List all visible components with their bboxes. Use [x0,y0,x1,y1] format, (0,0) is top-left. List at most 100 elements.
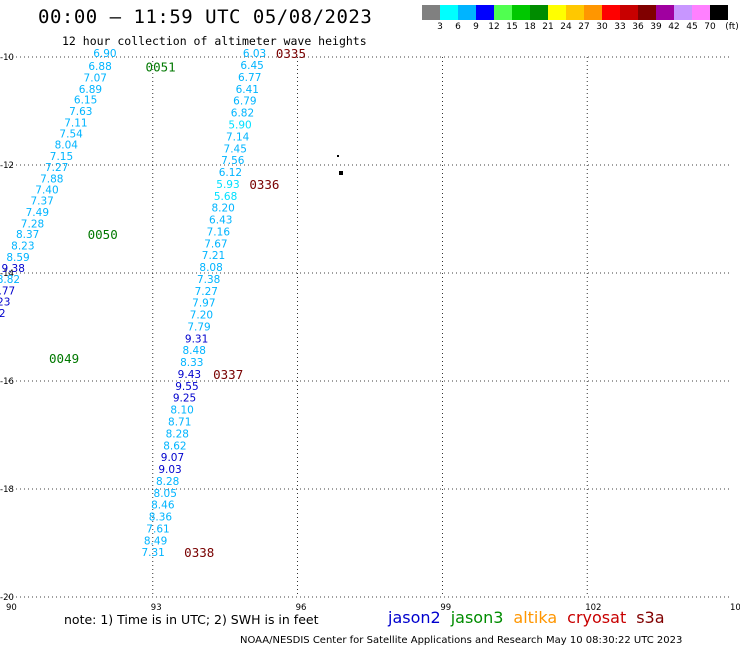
wave-height-label: 7.21 [202,250,225,262]
wave-height-label: 6.12 [219,167,242,179]
wave-height-label: 7.79 [187,321,210,333]
color-scale-label: 36 [632,22,644,32]
pass-time-label: 0338 [184,545,214,560]
wave-height-label: 7.40 [35,184,58,196]
pass-time-label: 0336 [249,177,279,192]
island-mark [339,171,343,175]
color-scale-label: 39 [650,22,662,32]
wave-height-label: 8.36 [149,512,173,524]
wave-height-label: 9.07 [161,452,184,464]
satellite-legend: jason2 jason3 altika cryosat s3a [388,608,675,627]
wave-height-label: 9.03 [158,464,181,476]
color-scale-label: 42 [668,22,680,32]
color-scale-bar [422,5,728,20]
color-swatch [530,5,548,20]
legend-item-s3a: s3a [636,608,665,627]
wave-height-label: 8.82 [0,274,20,286]
wave-height-label: 7.54 [59,129,83,141]
wave-height-label: 8.48 [183,345,206,357]
lon-tick-label: 99 [440,603,451,613]
wave-height-label: 6.90 [93,48,116,60]
wave-height-label: 7.31 [141,547,164,559]
lat-tick-label: -12 [0,161,14,171]
pass-time-label: 0335 [276,46,306,61]
lon-tick-label: 93 [151,603,162,613]
wave-height-label: 6.41 [236,84,259,96]
wave-height-label: 6.79 [233,96,256,108]
wave-height-label: 8.28 [166,428,189,440]
color-scale-label: 9 [473,22,479,32]
wave-height-label: 8.37 [16,229,39,241]
footer-credit: NOAA/NESDIS Center for Satellite Applica… [240,635,683,646]
color-scale-label: 21 [542,22,554,32]
color-scale-unit: (ft) [725,22,739,32]
color-scale-label: 18 [524,22,536,32]
wave-height-label: 6.89 [79,84,102,96]
wave-height-label: 7.07 [84,73,107,85]
wave-height-label: 8.62 [163,440,186,452]
lat-tick-label: -14 [0,269,14,279]
wave-height-label: 6.77 [238,72,261,84]
wave-height-label: 9.25 [173,393,196,405]
color-scale-label: 15 [506,22,518,32]
wave-height-label: 9.62 [0,308,6,320]
lon-tick-label: 96 [296,603,307,613]
lon-tick-label: 105 [730,603,740,613]
wave-height-label: 5.68 [214,191,237,203]
wave-height-label: 8.46 [151,500,175,512]
wave-height-label: 8.23 [11,240,34,252]
color-scale-label: 12 [488,22,500,32]
wave-height-label: 7.38 [197,274,220,286]
wave-height-label: 8.28 [156,476,179,488]
legend-item-jason3: jason3 [450,608,504,627]
color-scale-label: 70 [704,22,716,32]
color-scale-label: 24 [560,22,572,32]
color-scale-label: 3 [437,22,443,32]
wave-height-label: 7.45 [224,143,247,155]
lat-tick-label: -20 [0,593,14,603]
wave-height-label: 9.77 [0,285,15,297]
pass-time-label: 0049 [49,351,79,366]
wave-height-label: 6.88 [88,61,111,73]
color-swatch [440,5,458,20]
color-swatch [458,5,476,20]
color-swatch [566,5,584,20]
wave-height-label: 6.03 [243,48,266,60]
island-mark [337,155,339,157]
color-swatch [422,5,440,20]
color-scale-label: 30 [596,22,608,32]
wave-height-label: 7.49 [26,207,49,219]
wave-height-label: 8.10 [170,405,193,417]
wave-height-label: 7.56 [221,155,245,167]
wave-height-label: 7.97 [192,298,215,310]
lon-tick-label: 102 [585,603,601,613]
map-title: 00:00 – 11:59 UTC 05/08/2023 [38,6,373,28]
wave-height-label: 8.04 [55,139,79,151]
wave-height-label: 8.59 [6,252,29,264]
color-swatch [674,5,692,20]
wave-height-label: 9.43 [178,369,201,381]
note-text: note: 1) Time is in UTC; 2) SWH is in fe… [64,612,319,627]
pass-time-label: 0050 [88,227,118,242]
wave-height-label: 8.20 [211,203,234,215]
color-scale-label: 6 [455,22,461,32]
wave-height-label: 7.63 [69,106,92,118]
color-scale-label: 33 [614,22,626,32]
lat-tick-label: -18 [0,485,14,495]
wave-height-label: 7.27 [195,286,218,298]
wave-height-label: 9.31 [185,333,208,345]
color-swatch [584,5,602,20]
wave-height-label: 5.93 [216,179,239,191]
legend-item-jason2: jason2 [388,608,441,627]
wave-height-label: 6.15 [74,95,97,107]
wave-height-label: 8.05 [154,488,177,500]
wave-height-label: 5.90 [228,120,251,132]
wave-height-label: 9.38 [2,263,25,275]
legend-item-cryosat: cryosat [567,608,627,627]
color-scale-label: 27 [578,22,590,32]
wave-height-label: 7.37 [30,196,53,208]
color-swatch [638,5,656,20]
wave-height-label: 9.37 [0,319,1,331]
wave-height-label: 6.82 [231,108,254,120]
wave-height-label: 9.23 [0,297,10,309]
